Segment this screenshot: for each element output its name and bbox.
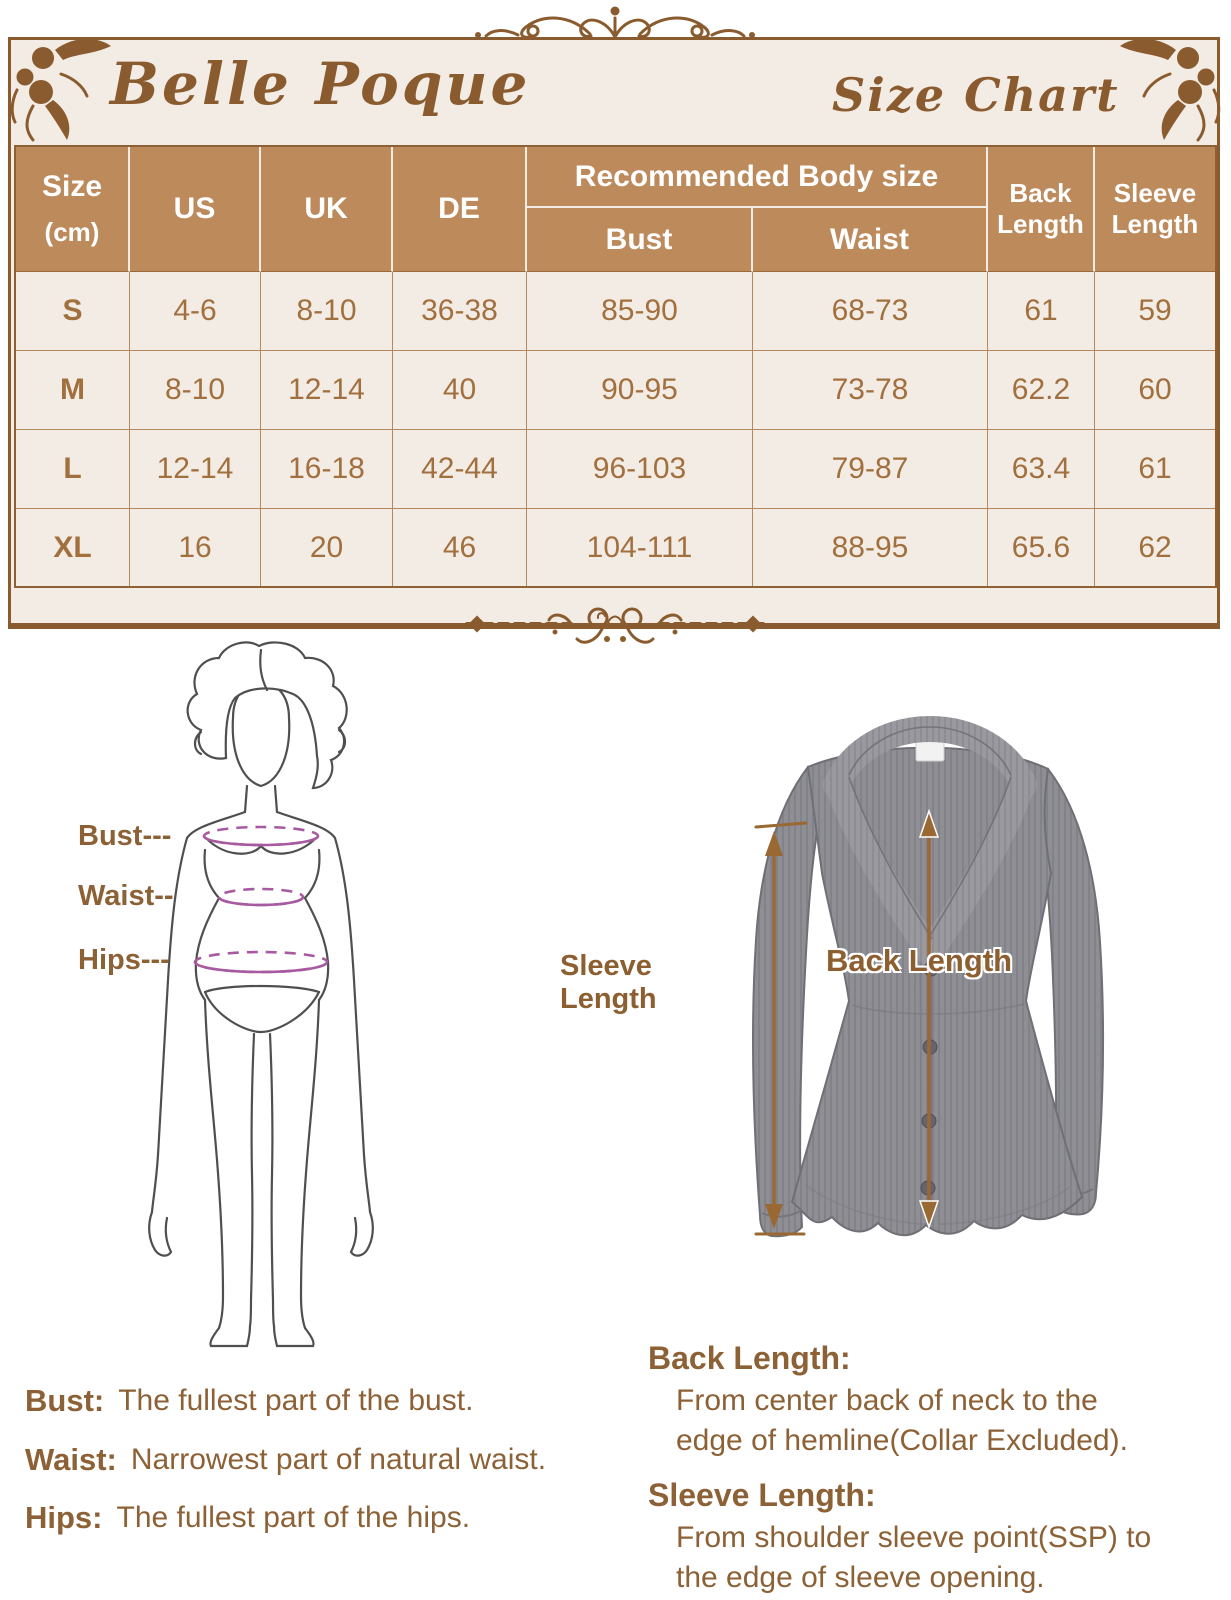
table-cell: 61 (1095, 430, 1215, 509)
table-cell: 62 (1138, 530, 1172, 564)
col-header-sleeve-length-line2: Length (1111, 209, 1199, 239)
table-cell: 42-44 (393, 430, 527, 509)
table-cell: 20 (261, 509, 393, 586)
table-cell: 12-14 (261, 351, 393, 430)
table-cell: 85-90 (527, 272, 753, 351)
measurement-arrows (754, 808, 940, 1236)
table-cell: 96-103 (527, 430, 753, 509)
table-cell: L (16, 430, 130, 509)
col-header-us: US (130, 147, 261, 272)
table-cell: 59 (1095, 272, 1215, 351)
sleeve-length-text: From shoulder sleeve point(SSP) to the e… (676, 1521, 1152, 1594)
table-cell: 8-10 (261, 272, 393, 351)
table-cell: 68-73 (753, 272, 988, 351)
bust-text: The fullest part of the bust. (118, 1384, 474, 1418)
table-cell: 88-95 (753, 509, 988, 586)
bust-term: Bust: (25, 1383, 105, 1419)
col-header-recommended-body-size: Recommended Body size (527, 147, 988, 208)
col-header-waist: Waist (753, 208, 988, 272)
table-cell: 40 (393, 351, 527, 430)
body-measurement-figure (148, 641, 374, 1348)
size-table: Size (cm) US UK DE Recommended Body size… (14, 145, 1217, 588)
hips-term: Hips: (25, 1500, 103, 1536)
table-cell: 46 (393, 509, 527, 586)
table-cell: 16 (130, 509, 261, 586)
table-cell: 16-18 (261, 430, 393, 509)
bottom-divider-flourish-icon (465, 607, 765, 644)
back-length-definition: Back Length: From center back of neck to… (648, 1340, 1218, 1461)
sleeve-length-definition: Sleeve Length: From shoulder sleeve poin… (648, 1477, 1218, 1598)
table-cell: 4-6 (130, 272, 261, 351)
col-header-size-label: Size (41, 170, 103, 204)
waist-line-label: Waist-- (78, 880, 174, 912)
table-cell: 65.6 (988, 509, 1095, 586)
brand-logo: Belle Poque (110, 50, 531, 118)
sleeve-length-term: Sleeve Length: (648, 1477, 876, 1513)
table-cell: 79-87 (753, 430, 988, 509)
col-header-uk: UK (261, 147, 393, 272)
table-cell: 90-95 (527, 351, 753, 430)
table-cell: M (16, 351, 130, 430)
hips-line-label: Hips--- (78, 944, 170, 976)
table-cell: 60 (1095, 351, 1215, 430)
col-header-bust: Bust (527, 208, 753, 272)
sleeve-length-label: Sleeve Length (560, 950, 657, 1015)
page-title: Size Chart (832, 68, 1120, 122)
measurement-definitions-left: Bust: The fullest part of the bust. Wais… (25, 1372, 635, 1548)
col-header-back-length-line2: Length (997, 209, 1084, 239)
hips-definition: Hips: The fullest part of the hips. (25, 1489, 635, 1548)
back-length-term: Back Length: (648, 1340, 851, 1376)
table-cell: S (16, 272, 130, 351)
bust-definition: Bust: The fullest part of the bust. (25, 1372, 635, 1431)
col-header-sleeve-length-line1: Sleeve (1113, 177, 1197, 208)
back-length-text: From center back of neck to the edge of … (676, 1384, 1128, 1457)
table-cell: 61 (988, 272, 1095, 351)
waist-definition: Waist: Narrowest part of natural waist. (25, 1431, 635, 1490)
table-cell: 62.2 (988, 351, 1095, 430)
back-length-label: Back Length (826, 943, 1013, 978)
waist-text: Narrowest part of natural waist. (130, 1442, 547, 1476)
table-cell: 36-38 (393, 272, 527, 351)
table-cell: 73-78 (753, 351, 988, 430)
col-header-size: Size (cm) (16, 147, 130, 272)
hips-text: The fullest part of the hips. (116, 1501, 471, 1535)
table-cell: 8-10 (130, 351, 261, 430)
col-header-back-length-line1: Back (1009, 177, 1072, 208)
col-header-sleeve-length: Sleeve Length (1095, 147, 1215, 272)
measurement-definitions-right: Back Length: From center back of neck to… (648, 1340, 1218, 1598)
bust-line-label: Bust--- (78, 820, 172, 852)
waist-term: Waist: (25, 1441, 117, 1477)
corner-flourish-right-icon (1120, 38, 1221, 142)
col-header-back-length: Back Length (988, 147, 1095, 272)
col-header-de: DE (393, 147, 527, 272)
garment-measurement-figure (752, 715, 1104, 1238)
table-cell: XL (16, 509, 130, 586)
table-cell: 104-111 (527, 509, 753, 586)
corner-flourish-left-icon (10, 38, 111, 142)
table-cell: 12-14 (130, 430, 261, 509)
col-header-size-unit: (cm) (44, 217, 100, 248)
table-cell: 63.4 (988, 430, 1095, 509)
